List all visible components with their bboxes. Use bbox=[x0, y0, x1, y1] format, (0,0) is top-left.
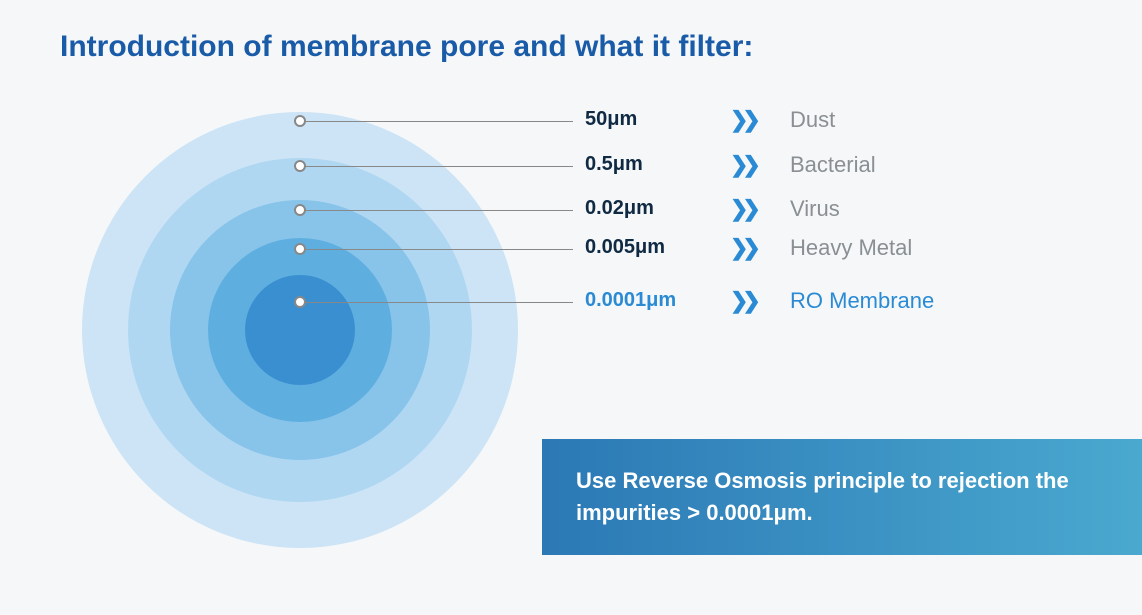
filter-label-3: Heavy Metal bbox=[790, 235, 912, 261]
size-label-3: 0.005μm bbox=[585, 236, 665, 259]
leader-line-4 bbox=[306, 302, 573, 303]
filter-label-4: RO Membrane bbox=[790, 288, 934, 314]
size-label-0: 50μm bbox=[585, 108, 637, 131]
leader-line-0 bbox=[306, 121, 573, 122]
chevron-icon: ❯❯ bbox=[730, 235, 755, 261]
size-label-1: 0.5μm bbox=[585, 153, 643, 176]
size-label-2: 0.02μm bbox=[585, 197, 654, 220]
chevron-icon: ❯❯ bbox=[730, 196, 755, 222]
ring-marker-1 bbox=[294, 160, 306, 172]
size-label-4: 0.0001μm bbox=[585, 289, 676, 312]
ring-marker-4 bbox=[294, 296, 306, 308]
ring-marker-0 bbox=[294, 115, 306, 127]
ring-marker-2 bbox=[294, 204, 306, 216]
ring-marker-3 bbox=[294, 243, 306, 255]
leader-line-1 bbox=[306, 166, 573, 167]
leader-line-2 bbox=[306, 210, 573, 211]
leader-line-3 bbox=[306, 249, 573, 250]
filter-label-2: Virus bbox=[790, 196, 840, 222]
chevron-icon: ❯❯ bbox=[730, 288, 755, 314]
filter-label-1: Bacterial bbox=[790, 152, 876, 178]
filter-label-0: Dust bbox=[790, 107, 835, 133]
ring-4 bbox=[245, 275, 355, 385]
callout-box: Use Reverse Osmosis principle to rejecti… bbox=[542, 439, 1142, 555]
chevron-icon: ❯❯ bbox=[730, 152, 755, 178]
chevron-icon: ❯❯ bbox=[730, 107, 755, 133]
